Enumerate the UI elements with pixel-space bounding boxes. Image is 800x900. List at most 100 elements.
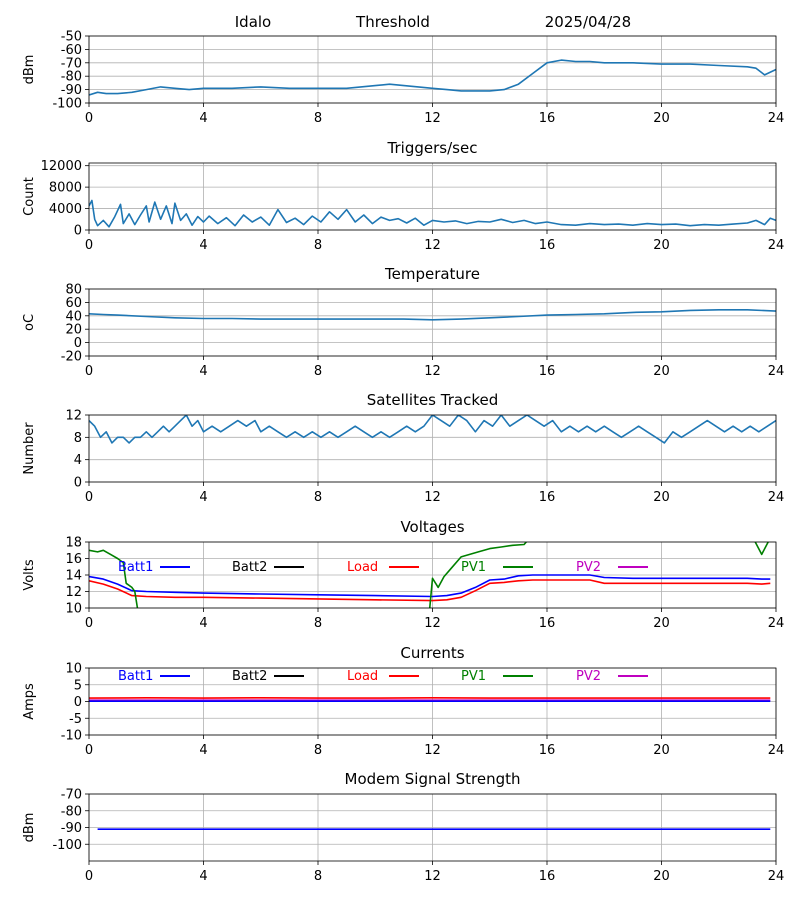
y-tick-label: 20	[65, 323, 82, 338]
x-tick-label: 12	[424, 490, 441, 505]
chart-title: Currents	[400, 644, 464, 662]
x-tick-label: 4	[199, 364, 207, 379]
x-tick-label: 16	[539, 616, 556, 631]
y-tick-label: -70	[61, 788, 82, 803]
x-tick-label: 12	[424, 616, 441, 631]
x-tick-label: 0	[85, 490, 93, 505]
x-tick-label: 4	[199, 490, 207, 505]
y-tick-label: 8000	[49, 181, 82, 196]
x-tick-label: 0	[85, 111, 93, 126]
y-tick-label: 12000	[41, 159, 82, 174]
y-tick-label: 12	[65, 585, 82, 600]
chart-title: Satellites Tracked	[367, 391, 498, 409]
chart-triggers: 0 4 8 12 16 20 24 0 4000 8000 12000 Triggers/sec Cou…	[22, 139, 784, 253]
x-tick-label: 12	[424, 743, 441, 758]
figure-header: Idalo Threshold 2025/04/28	[235, 13, 631, 31]
header-station: Idalo	[235, 13, 271, 31]
series-line-satellites	[89, 415, 776, 444]
y-tick-label: -20	[61, 350, 82, 365]
x-tick-label: 0	[85, 364, 93, 379]
y-tick-label: -5	[69, 712, 82, 727]
x-tick-label: 24	[768, 869, 785, 884]
y-tick-label: 4000	[49, 202, 82, 217]
x-tick-label: 24	[768, 111, 785, 126]
x-tick-label: 20	[653, 238, 670, 253]
series-line-pv1	[754, 542, 770, 556]
y-axis-label: dBm	[22, 813, 37, 843]
y-tick-label: 40	[65, 309, 82, 324]
y-tick-label: 0	[74, 224, 82, 239]
x-tick-label: 16	[539, 111, 556, 126]
x-tick-label: 16	[539, 869, 556, 884]
x-tick-label: 0	[85, 238, 93, 253]
y-tick-label: -90	[61, 821, 82, 836]
series-line-threshold	[89, 59, 776, 96]
y-tick-label: -80	[61, 70, 82, 85]
x-tick-label: 16	[539, 743, 556, 758]
legend-label-batt1: Batt1	[118, 560, 153, 575]
y-tick-label: 5	[74, 678, 82, 693]
x-tick-label: 4	[199, 238, 207, 253]
y-tick-label: -50	[61, 30, 82, 45]
series-line-temperature	[89, 308, 776, 321]
series-line-load	[89, 579, 771, 602]
y-tick-label: -70	[61, 56, 82, 71]
x-tick-label: 24	[768, 238, 785, 253]
legend-label-batt2: Batt2	[232, 669, 267, 684]
x-tick-label: 24	[768, 364, 785, 379]
x-tick-label: 24	[768, 616, 785, 631]
x-tick-label: 8	[314, 238, 322, 253]
y-tick-label: 10	[65, 662, 82, 677]
header-date: 2025/04/28	[545, 13, 631, 31]
y-tick-label: -80	[61, 804, 82, 819]
x-tick-label: 20	[653, 364, 670, 379]
x-tick-label: 16	[539, 238, 556, 253]
x-tick-label: 8	[314, 743, 322, 758]
chart-title: Temperature	[384, 265, 480, 283]
x-tick-label: 20	[653, 869, 670, 884]
header-kind: Threshold	[355, 13, 430, 31]
y-tick-label: 4	[74, 453, 82, 468]
legend-label-load: Load	[347, 669, 378, 684]
x-tick-label: 20	[653, 111, 670, 126]
legend-label-batt2: Batt2	[232, 560, 267, 575]
y-tick-label: -100	[52, 97, 82, 112]
x-tick-label: 0	[85, 869, 93, 884]
x-tick-label: 4	[199, 616, 207, 631]
x-tick-label: 0	[85, 616, 93, 631]
x-tick-label: 12	[424, 364, 441, 379]
y-axis-label: Count	[22, 177, 37, 216]
chart-currents: 0 4 8 12 16 20 24 -10 -5 0 510 Currents Amps Batt1 Bat…	[22, 644, 784, 758]
y-tick-label: 0	[74, 476, 82, 491]
y-tick-label: 16	[65, 552, 82, 567]
x-tick-label: 8	[314, 111, 322, 126]
y-tick-label: 60	[65, 296, 82, 311]
chart-threshold: 0 4 8 12 16 20 24 -100-90-80-70-60-50 dBm	[22, 30, 784, 127]
x-tick-label: 0	[85, 743, 93, 758]
series-line-batt1	[89, 574, 771, 598]
x-tick-label: 8	[314, 364, 322, 379]
y-axis-label: Amps	[22, 683, 37, 720]
x-tick-label: 16	[539, 490, 556, 505]
series-line-triggers	[89, 199, 776, 228]
y-tick-label: 80	[65, 283, 82, 298]
series-line-pv1	[89, 549, 139, 608]
x-tick-label: 12	[424, 238, 441, 253]
legend-label-pv1: PV1	[461, 669, 486, 684]
x-tick-label: 20	[653, 616, 670, 631]
chart-title: Voltages	[400, 518, 464, 536]
x-tick-label: 24	[768, 490, 785, 505]
y-tick-label: -90	[61, 83, 82, 98]
y-tick-label: -100	[52, 838, 82, 853]
chart-title: Modem Signal Strength	[345, 770, 521, 788]
series-line-pv1	[428, 542, 528, 608]
chart-satellites: 0 4 8 12 16 20 24 0 4 8 12 Satellites Tracked Number	[22, 391, 784, 505]
x-tick-label: 4	[199, 111, 207, 126]
y-tick-label: 18	[65, 536, 82, 551]
chart-modem: 0 4 8 12 16 20 24 -100 -90 -80-70 Modem Signal Str…	[22, 770, 784, 884]
x-tick-label: 16	[539, 364, 556, 379]
x-tick-label: 20	[653, 743, 670, 758]
x-tick-label: 4	[199, 869, 207, 884]
x-tick-label: 20	[653, 490, 670, 505]
